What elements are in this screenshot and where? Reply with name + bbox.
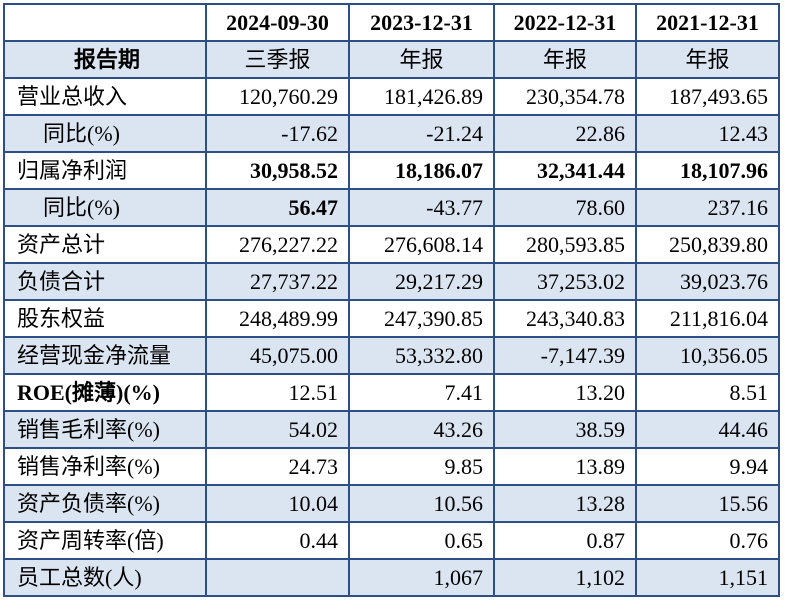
row-value: 10,356.05	[635, 336, 780, 375]
row-value: 12.51	[205, 373, 350, 412]
table-row: 销售毛利率(%) 54.02 43.26 38.59 44.46	[3, 410, 780, 449]
row-value: 54.02	[205, 410, 350, 449]
row-value: 32,341.44	[493, 151, 637, 190]
row-value: 248,489.99	[205, 299, 350, 338]
row-value: 37,253.02	[493, 262, 637, 301]
row-value: -7,147.39	[493, 336, 637, 375]
table-row: 同比(%) 56.47 -43.77 78.60 237.16	[3, 188, 780, 227]
row-value: -43.77	[348, 188, 495, 227]
table-row: ROE(摊薄)(%) 12.51 7.41 13.20 8.51	[3, 373, 780, 412]
row-value: 18,186.07	[348, 151, 495, 190]
row-value: 29,217.29	[348, 262, 495, 301]
row-value: 1,102	[493, 558, 637, 597]
row-value: 0.65	[348, 521, 495, 560]
row-value: 13.89	[493, 447, 637, 486]
financial-summary-table: 2024-09-30 2023-12-31 2022-12-31 2021-12…	[3, 3, 780, 597]
row-label: 销售毛利率(%)	[3, 410, 207, 449]
report-type: 年报	[348, 40, 495, 79]
row-value: 250,839.80	[635, 225, 780, 264]
row-value: 24.73	[205, 447, 350, 486]
period-date: 2024-09-30	[205, 3, 350, 42]
header-row-dates: 2024-09-30 2023-12-31 2022-12-31 2021-12…	[3, 3, 780, 42]
table-row: 资产周转率(倍) 0.44 0.65 0.87 0.76	[3, 521, 780, 560]
row-value: 211,816.04	[635, 299, 780, 338]
row-label: 经营现金净流量	[3, 336, 207, 375]
row-value: 38.59	[493, 410, 637, 449]
row-label: ROE(摊薄)(%)	[3, 373, 207, 412]
row-value: 0.44	[205, 521, 350, 560]
row-value: -21.24	[348, 114, 495, 153]
row-value: 39,023.76	[635, 262, 780, 301]
report-type: 三季报	[205, 40, 350, 79]
row-value: 276,608.14	[348, 225, 495, 264]
row-label: 员工总数(人)	[3, 558, 207, 597]
row-value: 10.56	[348, 484, 495, 523]
table-row: 股东权益 248,489.99 247,390.85 243,340.83 21…	[3, 299, 780, 338]
row-value: 15.56	[635, 484, 780, 523]
row-value: 78.60	[493, 188, 637, 227]
row-value: 56.47	[205, 188, 350, 227]
row-value: 13.20	[493, 373, 637, 412]
row-value: 237.16	[635, 188, 780, 227]
row-value: 276,227.22	[205, 225, 350, 264]
row-value: 181,426.89	[348, 77, 495, 116]
row-label: 销售净利率(%)	[3, 447, 207, 486]
row-label: 资产周转率(倍)	[3, 521, 207, 560]
row-value: 10.04	[205, 484, 350, 523]
table-row: 资产总计 276,227.22 276,608.14 280,593.85 25…	[3, 225, 780, 264]
period-date: 2023-12-31	[348, 3, 495, 42]
header-corner-cell	[3, 3, 207, 42]
row-label: 同比(%)	[3, 114, 207, 153]
row-value: -17.62	[205, 114, 350, 153]
row-label: 股东权益	[3, 299, 207, 338]
row-value: 18,107.96	[635, 151, 780, 190]
row-label: 资产负债率(%)	[3, 484, 207, 523]
row-label: 负债合计	[3, 262, 207, 301]
header-row-report-type: 报告期 三季报 年报 年报 年报	[3, 40, 780, 79]
row-label: 归属净利润	[3, 151, 207, 190]
period-date: 2022-12-31	[493, 3, 637, 42]
row-value: 7.41	[348, 373, 495, 412]
report-type: 年报	[635, 40, 780, 79]
row-value: 247,390.85	[348, 299, 495, 338]
row-value: 120,760.29	[205, 77, 350, 116]
row-value: 280,593.85	[493, 225, 637, 264]
row-value: 8.51	[635, 373, 780, 412]
row-value: 1,151	[635, 558, 780, 597]
row-label: 同比(%)	[3, 188, 207, 227]
row-value: 230,354.78	[493, 77, 637, 116]
row-value: 44.46	[635, 410, 780, 449]
row-value: 30,958.52	[205, 151, 350, 190]
row-value: 0.87	[493, 521, 637, 560]
table-row: 负债合计 27,737.22 29,217.29 37,253.02 39,02…	[3, 262, 780, 301]
table-row: 经营现金净流量 45,075.00 53,332.80 -7,147.39 10…	[3, 336, 780, 375]
table-row: 同比(%) -17.62 -21.24 22.86 12.43	[3, 114, 780, 153]
row-value: 9.94	[635, 447, 780, 486]
report-period-label: 报告期	[3, 40, 207, 79]
table-row: 营业总收入 120,760.29 181,426.89 230,354.78 1…	[3, 77, 780, 116]
row-value: 22.86	[493, 114, 637, 153]
report-type: 年报	[493, 40, 637, 79]
period-date: 2021-12-31	[635, 3, 780, 42]
row-value: 43.26	[348, 410, 495, 449]
row-value: 9.85	[348, 447, 495, 486]
table-row: 员工总数(人) 1,067 1,102 1,151	[3, 558, 780, 597]
row-value: 243,340.83	[493, 299, 637, 338]
row-value: 12.43	[635, 114, 780, 153]
row-value: 45,075.00	[205, 336, 350, 375]
row-value: 27,737.22	[205, 262, 350, 301]
row-label: 营业总收入	[3, 77, 207, 116]
table-row: 销售净利率(%) 24.73 9.85 13.89 9.94	[3, 447, 780, 486]
row-value: 53,332.80	[348, 336, 495, 375]
row-value: 1,067	[348, 558, 495, 597]
row-value: 187,493.65	[635, 77, 780, 116]
row-value	[205, 558, 350, 597]
table-row: 资产负债率(%) 10.04 10.56 13.28 15.56	[3, 484, 780, 523]
row-label: 资产总计	[3, 225, 207, 264]
row-value: 0.76	[635, 521, 780, 560]
row-value: 13.28	[493, 484, 637, 523]
table-row: 归属净利润 30,958.52 18,186.07 32,341.44 18,1…	[3, 151, 780, 190]
